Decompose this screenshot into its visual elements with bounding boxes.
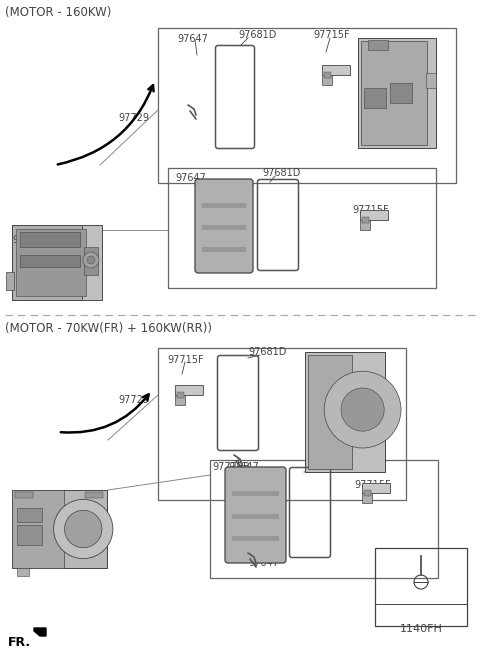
Bar [308, 355, 352, 469]
Bar [85, 492, 103, 498]
Bar [82, 225, 102, 300]
Bar [158, 348, 406, 500]
Text: 97715F: 97715F [167, 355, 204, 365]
Text: 97715F: 97715F [313, 30, 349, 40]
Text: (MOTOR - 160KW): (MOTOR - 160KW) [5, 6, 111, 19]
Bar [368, 40, 388, 50]
Text: 97728B: 97728B [12, 235, 50, 245]
Circle shape [87, 256, 95, 264]
FancyBboxPatch shape [225, 467, 286, 563]
Bar [426, 73, 436, 88]
Bar [177, 392, 184, 398]
Bar [362, 217, 369, 223]
Bar [305, 352, 385, 472]
Bar [322, 65, 350, 75]
Text: 97647: 97647 [228, 462, 259, 472]
Bar [202, 225, 246, 230]
Text: 97715F: 97715F [352, 205, 389, 215]
Text: 97647: 97647 [248, 558, 279, 568]
FancyArrowPatch shape [61, 394, 149, 432]
Text: 97681D: 97681D [248, 347, 287, 357]
Bar [360, 220, 370, 230]
Text: 97729: 97729 [118, 113, 149, 123]
Polygon shape [34, 628, 46, 636]
Bar [12, 225, 102, 300]
Bar [360, 210, 388, 220]
Text: 97729: 97729 [118, 395, 149, 405]
Bar [17, 525, 42, 545]
Bar [362, 483, 390, 493]
Text: (MOTOR - 70KW(FR) + 160KW(RR)): (MOTOR - 70KW(FR) + 160KW(RR)) [5, 322, 212, 335]
Bar [324, 72, 331, 78]
Text: FR.: FR. [8, 636, 31, 649]
Bar [390, 83, 412, 103]
Bar [175, 395, 185, 405]
Text: 97728B: 97728B [212, 462, 250, 472]
Circle shape [54, 499, 113, 559]
Bar [20, 232, 80, 247]
Bar [17, 508, 42, 522]
Circle shape [324, 371, 401, 448]
Bar [362, 493, 372, 503]
Bar [158, 28, 456, 183]
Bar [361, 41, 427, 145]
Bar [15, 492, 33, 498]
Bar [202, 203, 246, 208]
Bar [12, 490, 64, 568]
Bar [202, 247, 246, 252]
Bar [20, 255, 80, 267]
Bar [232, 491, 279, 496]
Text: 97715F: 97715F [354, 480, 391, 490]
Bar [232, 536, 279, 541]
Text: 97647: 97647 [177, 34, 208, 44]
Bar [375, 548, 467, 626]
Bar [364, 88, 386, 108]
Circle shape [64, 510, 102, 548]
Circle shape [341, 388, 384, 431]
Text: 97681D: 97681D [238, 30, 276, 40]
Bar [12, 490, 107, 568]
Bar [16, 229, 86, 296]
Bar [364, 490, 371, 496]
Bar [322, 75, 332, 85]
FancyArrowPatch shape [58, 85, 154, 165]
Bar [6, 272, 14, 290]
Bar [168, 168, 436, 288]
Circle shape [83, 252, 99, 268]
Text: 97681D: 97681D [318, 460, 356, 470]
Bar [175, 385, 203, 395]
Bar [84, 247, 98, 275]
Bar [17, 568, 29, 576]
Bar [232, 514, 279, 519]
FancyBboxPatch shape [195, 179, 253, 273]
Text: 97647: 97647 [175, 173, 206, 183]
Bar [210, 460, 438, 578]
Text: 1140FH: 1140FH [399, 624, 443, 634]
Text: 97681D: 97681D [262, 168, 300, 178]
Bar [358, 38, 436, 148]
